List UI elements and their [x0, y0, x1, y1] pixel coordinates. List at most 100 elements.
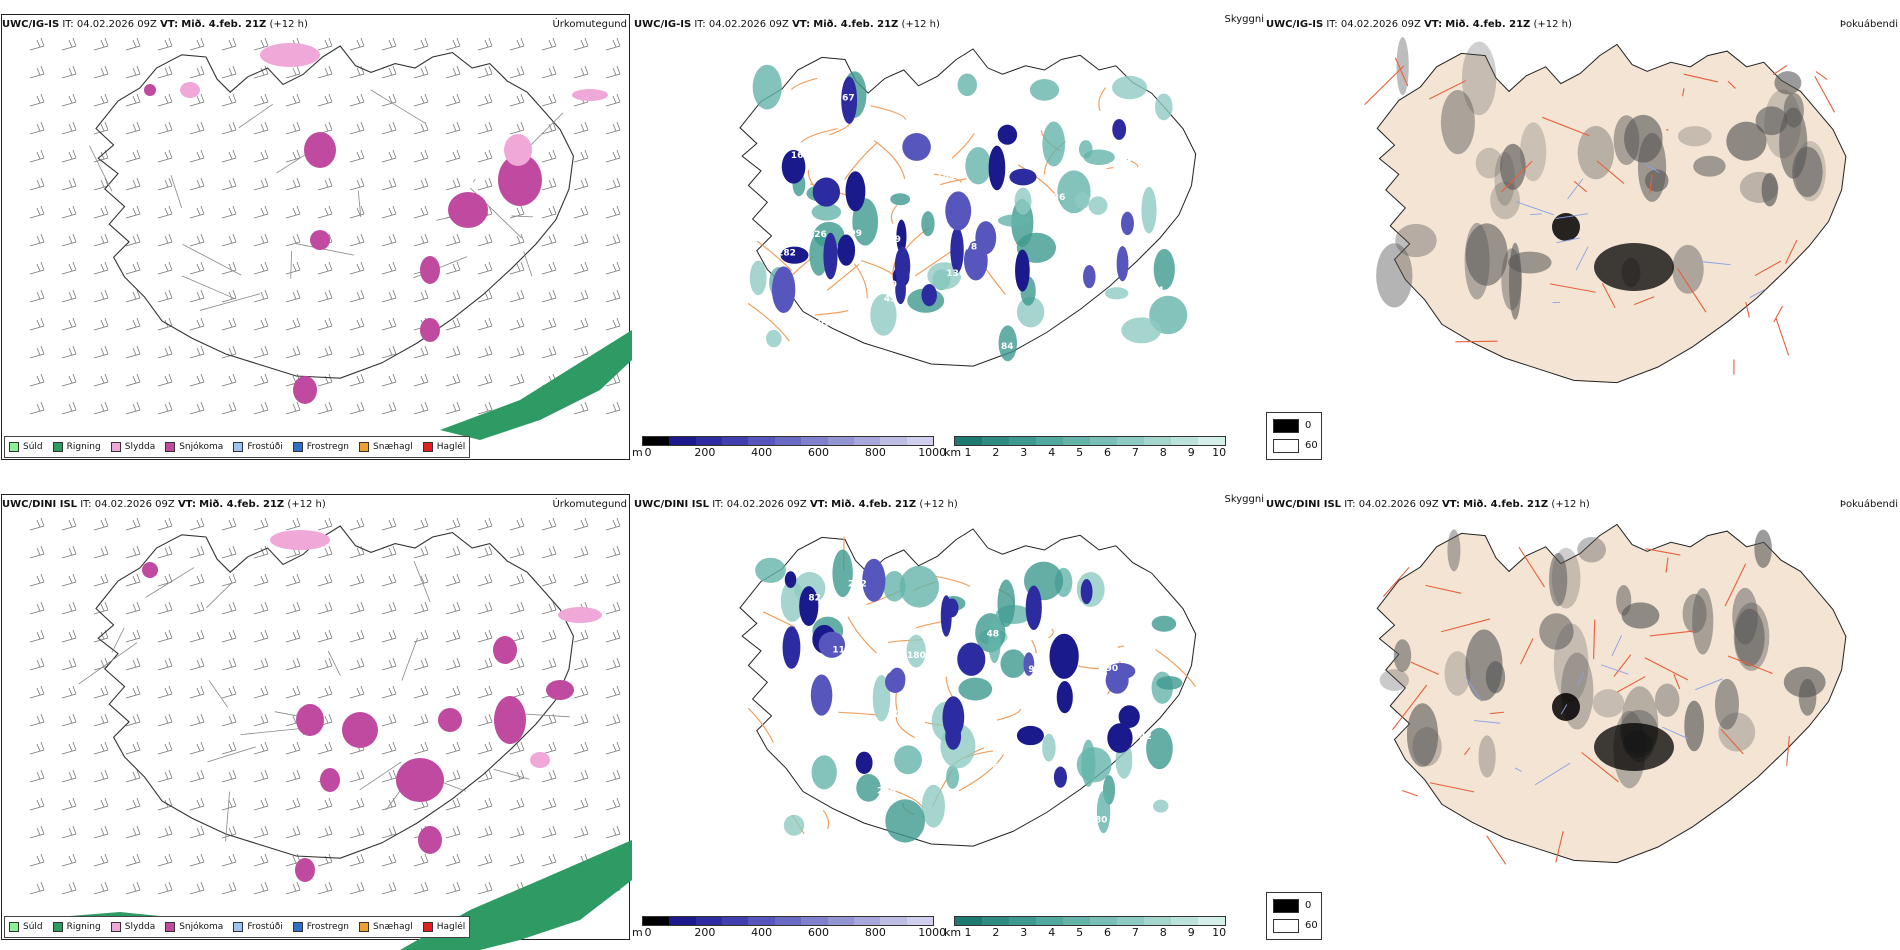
colorbar-tick-label: 1: [964, 446, 972, 459]
colorbar-unit: km: [944, 446, 962, 459]
forecast-row-dini: UWC/DINI ISL IT: 04.02.2026 09Z VT: Mið.…: [0, 480, 1900, 950]
colorbar-swatch: [906, 917, 933, 925]
legend-label: Haglél: [436, 922, 466, 932]
road-line: [1098, 87, 1107, 111]
road-line: [847, 616, 877, 654]
road-line: [1673, 674, 1681, 690]
river-line: [1611, 635, 1623, 657]
road-line: [822, 810, 830, 829]
road-line: [1724, 563, 1747, 607]
cloudbase-value-label: 183: [936, 172, 955, 182]
road-line: [359, 761, 402, 791]
colorbar-swatch: [906, 437, 933, 445]
colorbar-swatch: [1009, 917, 1036, 925]
road-line: [826, 263, 860, 291]
road-line: [78, 642, 138, 685]
precip-area-snjokoma: [295, 858, 315, 882]
legend-item: Snjókoma: [165, 922, 223, 932]
cloudbase-value-label: 82: [781, 130, 794, 140]
visibility-panel-title: UWC/DINI ISL IT: 04.02.2026 09Z VT: Mið.…: [634, 499, 958, 510]
cloudbase-value-label: 190: [1099, 664, 1118, 674]
road-line: [493, 768, 530, 780]
legend-swatch: [422, 922, 433, 932]
legend-label: Rigning: [66, 442, 101, 452]
road-line: [89, 145, 113, 192]
colorbar-swatch: [853, 437, 881, 445]
cloudbase-value-label: 260: [1009, 760, 1028, 770]
precip-area-snjokoma: [310, 230, 330, 250]
colorbar-swatch: [853, 917, 881, 925]
visibility-panel-label: Skyggni: [1224, 14, 1264, 25]
precip-area-snjokoma: [493, 636, 517, 664]
road-line: [1814, 75, 1835, 113]
road-line: [1520, 638, 1534, 665]
legend-swatch: [292, 922, 303, 932]
colorbar-swatch: [695, 917, 723, 925]
road-line: [915, 620, 943, 629]
cloudbase-value-label: 72: [1085, 700, 1098, 710]
road-line: [225, 791, 230, 842]
legend-item: Haglél: [422, 442, 465, 452]
colorbar-swatch: [1171, 437, 1198, 445]
river-line: [1516, 201, 1554, 216]
legend-item: Frostregn: [292, 922, 349, 932]
cloudbase-value-label: 48: [784, 722, 797, 732]
precip-type-map: [29, 37, 632, 440]
cloudbase-value-label: 130: [946, 269, 965, 279]
cloudbase-value-label: 222: [848, 579, 867, 589]
fog-legend-high-label: 0: [1305, 900, 1312, 911]
precip-area-slydda: [504, 134, 532, 166]
fog-legend-low-label: 60: [1305, 920, 1318, 931]
cloudbase-value-label: 62: [888, 710, 901, 720]
precip-area-snjokoma: [342, 712, 378, 748]
cloudbase-value-label: 22: [1139, 732, 1152, 742]
road-line: [1048, 628, 1054, 639]
river-line: [1530, 213, 1542, 216]
fog-indicator-map: [1376, 523, 1847, 865]
road-line: [1649, 630, 1695, 637]
road-line: [1555, 831, 1564, 863]
road-line: [1392, 684, 1428, 731]
cloudbase-value-label: 99: [849, 229, 862, 239]
river-line: [1555, 213, 1588, 220]
precip-type-panel: UWC/IG-IS IT: 04.02.2026 09Z VT: Mið. 4.…: [0, 0, 632, 470]
road-line: [1549, 283, 1596, 293]
road-line: [199, 293, 260, 311]
cloudbase-value-label: 101: [811, 318, 830, 328]
precip-area-snjokoma: [296, 704, 324, 736]
colorbar-swatch: [1063, 437, 1090, 445]
colorbar-swatch: [1036, 917, 1063, 925]
legend-item: Slydda: [110, 922, 155, 932]
fog-legend-high-swatch: [1273, 899, 1299, 913]
river-line: [1695, 678, 1723, 691]
fog-panel-title: UWC/IG-IS IT: 04.02.2026 09Z VT: Mið. 4.…: [1266, 19, 1572, 30]
precip-area-snjokoma: [144, 84, 156, 96]
fog-legend-high-swatch: [1273, 419, 1299, 433]
cloudbase-value-label: 66: [1066, 605, 1079, 615]
legend-swatch: [233, 442, 244, 452]
coastline: [95, 525, 574, 859]
visibility-colorbar: km 1 2 3 4 5 6 7 8 9 10: [944, 436, 1234, 460]
colorbar-swatch: [982, 917, 1009, 925]
legend-swatch: [359, 442, 370, 452]
legend-label: Snjókoma: [179, 442, 224, 452]
cloudbase-value-label: 206: [979, 762, 998, 772]
river-line: [1560, 704, 1568, 715]
cloudbase-value-label: 100: [1064, 811, 1083, 821]
colorbar-tick-label: 10: [1212, 926, 1227, 939]
cloudbase-value-label: 145: [1053, 259, 1072, 269]
legend-label: Snæhagl: [373, 442, 413, 452]
road-line: [1441, 618, 1491, 633]
road-line: [939, 178, 967, 186]
colorbar-tick-label: 600: [808, 926, 830, 939]
wind-barbs: [29, 37, 621, 415]
cloudbase-colorbar: m 0 200 400 600 800 1000: [632, 436, 946, 460]
fog-legend-high-label: 0: [1305, 420, 1312, 431]
colorbar-tick-label: 3: [1020, 926, 1028, 939]
road-line: [1596, 160, 1625, 184]
road-line: [1410, 661, 1440, 676]
road-line: [1683, 73, 1718, 83]
colorbar-tick-label: 1: [964, 926, 972, 939]
visibility-panel-title: UWC/IG-IS IT: 04.02.2026 09Z VT: Mið. 4.…: [634, 19, 940, 30]
road-line: [1155, 649, 1197, 688]
